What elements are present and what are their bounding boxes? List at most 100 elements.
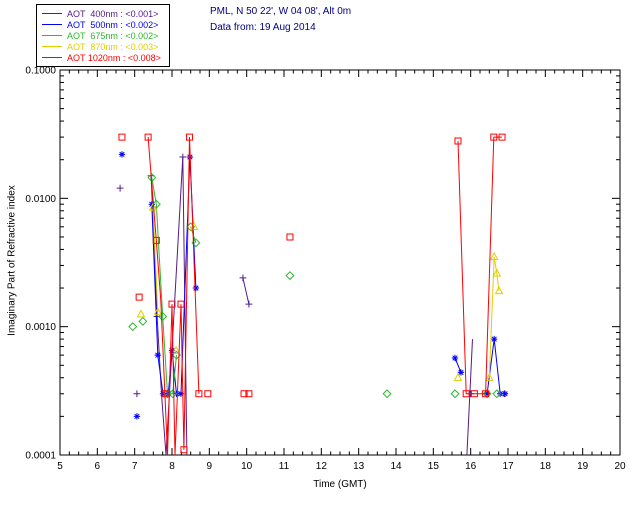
triangle-marker-aot-870nm — [489, 251, 499, 261]
y-axis-title: Imaginary Part of Refractive index — [6, 185, 18, 336]
square-marker-aot-1020nm — [177, 300, 185, 308]
plus-marker-aot-400nm — [133, 390, 141, 398]
triangle-marker-aot-870nm — [136, 309, 146, 318]
x-tick-label: 8 — [169, 461, 175, 472]
diamond-marker-aot-675nm — [450, 389, 460, 399]
square-marker-aot-1020nm — [144, 133, 152, 141]
diamond-marker-aot-675nm — [482, 389, 492, 399]
x-tick-label: 13 — [353, 461, 365, 472]
y-tick-label: 0.0001 — [25, 451, 56, 462]
asterisk-marker-aot-500nm — [457, 369, 465, 376]
legend-label: AOT 1020nm : <0.008> — [67, 52, 161, 63]
triangle-marker-aot-870nm — [453, 372, 463, 381]
square-marker-aot-1020nm — [482, 390, 490, 398]
legend-line-sample — [42, 35, 62, 36]
y-tick-label: 0.1000 — [25, 66, 56, 77]
square-marker-aot-1020nm — [245, 390, 253, 398]
x-tick-label: 17 — [502, 461, 514, 472]
square-marker-aot-1020nm — [490, 133, 498, 141]
series-line-aot-500nm — [151, 156, 197, 395]
y-tick-label: 0.0010 — [25, 322, 56, 333]
square-marker-aot-1020nm — [180, 446, 188, 454]
series-line-aot-870nm — [152, 207, 159, 313]
x-tick-label: 20 — [614, 461, 626, 472]
series-line-aot-1020nm — [457, 136, 502, 395]
plus-marker-aot-400nm — [245, 300, 253, 308]
series-line-aot-400nm — [466, 339, 473, 456]
x-tick-label: 14 — [390, 461, 402, 472]
square-marker-aot-1020nm — [168, 300, 176, 308]
asterisk-marker-aot-500nm — [490, 335, 498, 343]
asterisk-marker-aot-500nm — [192, 284, 200, 292]
square-marker-aot-1020nm — [470, 390, 478, 398]
legend-line-sample — [42, 46, 62, 47]
plus-marker-aot-400nm — [179, 153, 187, 161]
square-marker-aot-1020nm — [118, 133, 126, 141]
square-marker-aot-1020nm — [161, 390, 169, 398]
x-tick-label: 16 — [465, 461, 477, 472]
square-marker-aot-1020nm — [195, 390, 203, 398]
triangle-marker-aot-870nm — [492, 268, 502, 277]
plus-marker-aot-400nm — [116, 184, 124, 192]
legend-item-aot-1020nm: AOT 1020nm : <0.008> — [42, 52, 161, 63]
square-marker-aot-1020nm — [462, 390, 470, 398]
diamond-marker-aot-675nm — [138, 316, 148, 326]
x-tick-label: 5 — [57, 461, 63, 472]
asterisk-marker-aot-500nm — [483, 390, 491, 397]
legend-item-aot-500nm: AOT 500nm : <0.002> — [42, 19, 161, 30]
legend-item-aot-400nm: AOT 400nm : <0.001> — [42, 8, 161, 19]
legend-label: AOT 870nm : <0.003> — [67, 41, 159, 52]
triangle-marker-aot-870nm — [171, 345, 181, 354]
x-axis-title: Time (GMT) — [313, 479, 367, 490]
y-tick-label: 0.0100 — [25, 194, 56, 205]
plus-marker-aot-400nm — [239, 274, 247, 282]
series-line-aot-400nm — [242, 277, 250, 305]
square-marker-aot-1020nm — [204, 390, 212, 398]
x-tick-label: 18 — [540, 461, 552, 472]
asterisk-marker-aot-500nm — [154, 351, 162, 359]
diamond-marker-aot-675nm — [382, 389, 392, 399]
series-line-aot-870nm — [488, 256, 500, 378]
triangle-marker-aot-870nm — [485, 372, 494, 381]
diamond-marker-aot-675nm — [168, 389, 178, 399]
series-line-aot-1020nm — [147, 137, 200, 456]
square-marker-aot-1020nm — [135, 293, 143, 301]
plot-frame — [59, 69, 621, 456]
asterisk-marker-aot-500nm — [501, 390, 509, 397]
triangle-marker-aot-870nm — [148, 202, 158, 211]
site-header: PML, N 50 22', W 04 08', Alt 0m — [210, 6, 352, 17]
legend-item-aot-675nm: AOT 675nm : <0.002> — [42, 30, 161, 41]
asterisk-marker-aot-500nm — [133, 413, 141, 420]
asterisk-marker-aot-500nm — [168, 347, 176, 354]
triangle-marker-aot-870nm — [494, 285, 504, 295]
legend-label: AOT 500nm : <0.002> — [67, 19, 159, 30]
asterisk-marker-aot-500nm — [177, 390, 185, 397]
legend-box: AOT 400nm : <0.001> AOT 500nm : <0.002> AO… — [36, 4, 170, 67]
legend-line-sample — [42, 57, 62, 58]
legend-line-sample — [42, 13, 62, 14]
x-tick-label: 15 — [428, 461, 440, 472]
diamond-marker-aot-675nm — [492, 389, 502, 399]
series-line-aot-500nm — [454, 357, 462, 373]
series-line-aot-500nm — [486, 339, 501, 394]
x-tick-label: 11 — [279, 461, 290, 472]
x-tick-label: 9 — [207, 461, 213, 472]
date-header: Data from: 19 Aug 2014 — [210, 22, 316, 33]
square-marker-aot-1020nm — [286, 233, 294, 241]
legend-item-aot-870nm: AOT 870nm : <0.003> — [42, 41, 161, 52]
triangle-marker-aot-870nm — [153, 307, 163, 316]
x-tick-label: 19 — [577, 461, 589, 472]
asterisk-marker-aot-500nm — [118, 151, 126, 158]
square-marker-aot-1020nm — [454, 137, 462, 145]
legend-label: AOT 675nm : <0.002> — [67, 30, 159, 41]
asterisk-marker-aot-500nm — [451, 354, 459, 362]
x-tick-label: 10 — [241, 461, 253, 472]
legend-label: AOT 400nm : <0.001> — [67, 8, 159, 19]
square-marker-aot-1020nm — [152, 236, 160, 244]
square-marker-aot-1020nm — [186, 133, 194, 141]
square-marker-aot-1020nm — [498, 133, 506, 141]
legend-line-sample — [42, 24, 62, 25]
series-line-aot-400nm — [150, 156, 188, 456]
diamond-marker-aot-675nm — [285, 271, 295, 281]
